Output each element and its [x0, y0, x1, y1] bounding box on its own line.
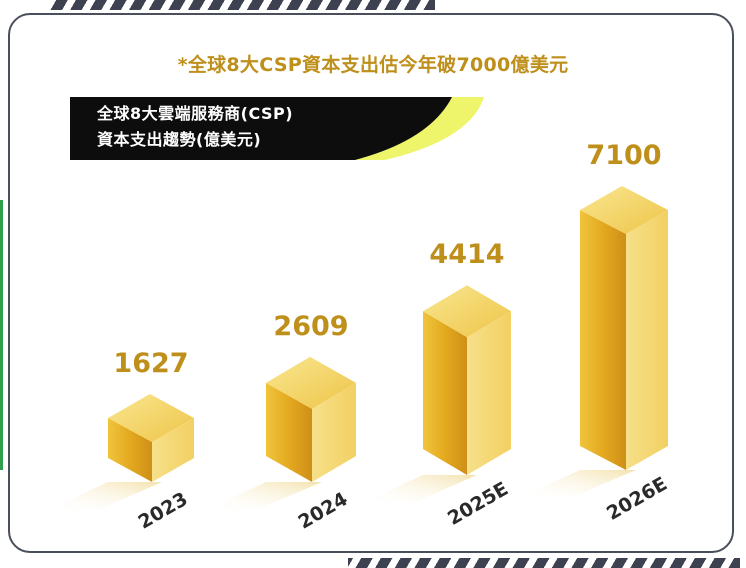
bottom-stripe-decoration	[348, 558, 740, 568]
category-label: 2025E	[444, 478, 512, 530]
bar-side-2024	[312, 382, 356, 482]
chart-label-line1: 全球8大雲端服務商(CSP)	[97, 104, 294, 123]
chart-label-text: 全球8大雲端服務商(CSP) 資本支出趨勢(億美元)	[97, 101, 293, 153]
top-stripe-decoration	[50, 0, 435, 10]
bar-shadow	[520, 470, 636, 498]
label-black-panel	[70, 97, 452, 160]
bar-front-2024	[266, 382, 312, 482]
bar-top-2024	[266, 356, 356, 409]
bar-side-2025E	[467, 311, 511, 475]
value-label: 7100	[586, 140, 661, 171]
category-label: 2023	[135, 488, 192, 533]
bar-shadow	[206, 482, 322, 510]
headline: *全球8大CSP資本支出估今年破7000億美元	[177, 54, 569, 76]
value-label: 1627	[113, 348, 188, 379]
bar-side-2023	[152, 418, 194, 482]
chart-label-line2: 資本支出趨勢(億美元)	[97, 130, 262, 149]
bar-top-2025E	[423, 285, 511, 338]
value-label: 4414	[429, 239, 504, 270]
bar-side-2026E	[626, 210, 668, 470]
bar-front-2023	[108, 418, 152, 482]
category-label: 2026E	[603, 473, 671, 525]
bar-top-2026E	[580, 186, 668, 234]
bar-shadow	[48, 482, 162, 510]
bar-top-2023	[108, 394, 194, 442]
left-edge-accent	[0, 200, 3, 470]
value-label: 2609	[273, 311, 348, 342]
bar-shadow	[363, 475, 477, 503]
category-label: 2024	[295, 488, 352, 533]
bar-front-2026E	[580, 210, 626, 470]
bar-front-2025E	[423, 311, 467, 475]
